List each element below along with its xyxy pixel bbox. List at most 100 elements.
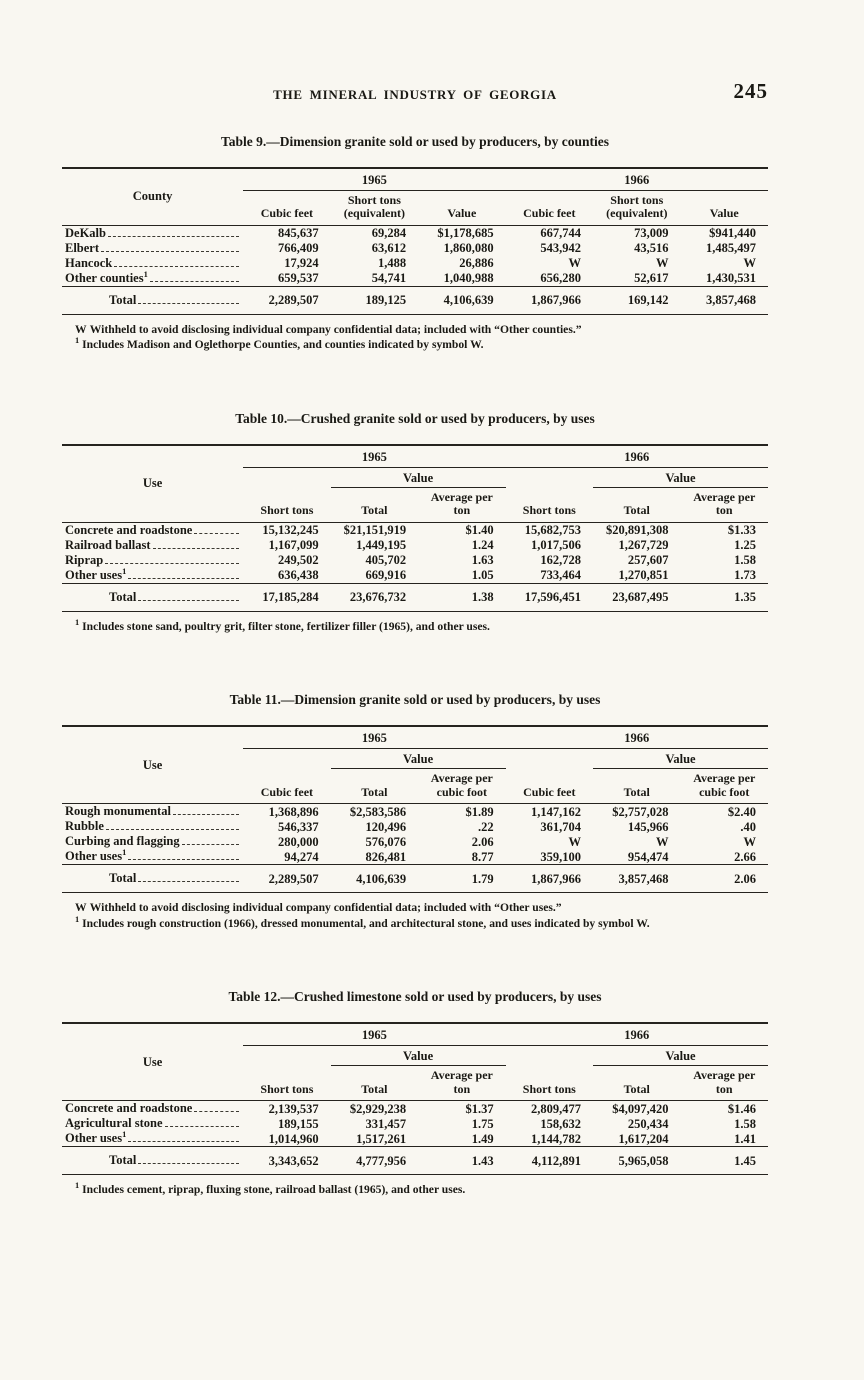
column-header: Short tons (equivalent) bbox=[593, 190, 681, 226]
cell-value: 1,449,195 bbox=[356, 538, 407, 553]
total-value: 189,125 bbox=[330, 285, 419, 315]
table-title: Table 12.—Crushed limestone sold or used… bbox=[228, 989, 602, 1005]
row-label: Other counties1 bbox=[65, 268, 148, 285]
cell-value: 954,474 bbox=[627, 849, 669, 864]
cell-value: $1.89 bbox=[465, 804, 494, 819]
cell-value: 73,009 bbox=[634, 226, 669, 241]
table-row: Elbert 766,409 63,612 1,860,080 543,942 43,51… bbox=[62, 241, 768, 256]
total-value: 3,857,468 bbox=[680, 285, 768, 315]
data-table: Use 1965 1966 Value Value Short tons Total Aver… bbox=[62, 443, 768, 612]
total-value: 1.45 bbox=[680, 1146, 768, 1176]
header-spacer bbox=[506, 749, 593, 769]
cell-value: 2,809,477 bbox=[531, 1101, 582, 1116]
column-header: Total bbox=[330, 487, 419, 523]
footnote: W Withheld to avoid disclosing individua… bbox=[75, 901, 562, 915]
table-row: Other uses1 94,274 826,481 8.77 359,100 954,4… bbox=[62, 848, 768, 865]
cell-value: 543,942 bbox=[540, 241, 582, 256]
data-table: Use 1965 1966 Value Value Short tons Total Aver… bbox=[62, 1022, 768, 1176]
total-value: 2,289,507 bbox=[243, 864, 331, 894]
cell-value: 656,280 bbox=[540, 271, 582, 286]
total-label-cell: Total bbox=[62, 582, 244, 612]
total-value: 1.79 bbox=[418, 864, 506, 894]
cell-value: 162,728 bbox=[540, 553, 582, 568]
row-label-cell: Curbing and flagging bbox=[62, 834, 243, 849]
table-title: Table 9.—Dimension granite sold or used … bbox=[221, 134, 609, 149]
cell-value: 1,485,497 bbox=[706, 241, 756, 256]
tables-container: Table 9.—Dimension granite sold or used … bbox=[62, 134, 768, 1198]
table-body: DeKalb 845,637 69,284 $1,178,685 667,744 73,0… bbox=[62, 225, 768, 315]
cell-value: $4,097,420 bbox=[612, 1101, 669, 1116]
table-row: Other counties1 659,537 54,741 1,040,988 656… bbox=[62, 268, 768, 287]
column-header: Average per cubic foot bbox=[418, 768, 506, 805]
header-value-row: Value Value bbox=[62, 748, 768, 770]
cell-value: 845,637 bbox=[278, 226, 319, 241]
row-label: Other uses1 bbox=[65, 1129, 127, 1146]
dotted-leader bbox=[138, 1163, 240, 1165]
dotted-leader bbox=[138, 599, 240, 601]
total-value: 1,867,966 bbox=[505, 285, 594, 315]
total-value: 23,676,732 bbox=[330, 582, 419, 612]
cell-value: $1.33 bbox=[727, 523, 756, 538]
cell-value: 1,267,729 bbox=[618, 538, 669, 553]
column-header: Total bbox=[593, 1065, 681, 1102]
row-label-cell: Concrete and roadstone bbox=[62, 1101, 243, 1117]
header-spacer bbox=[506, 1046, 593, 1066]
cell-value: 249,502 bbox=[278, 553, 319, 568]
row-label: Rubble bbox=[65, 819, 104, 834]
table-row: Rough monumental 1,368,896 $2,583,586 $1.89… bbox=[62, 804, 768, 820]
footnotes: 1 Includes stone sand, poultry grit, fil… bbox=[62, 618, 768, 635]
cell-value: $1.40 bbox=[465, 523, 494, 538]
cell-value: 1,167,099 bbox=[268, 538, 319, 553]
column-header: Cubic feet bbox=[243, 190, 331, 226]
header-spacer bbox=[243, 467, 330, 487]
total-label-cell: Total bbox=[62, 864, 244, 894]
total-value: 4,112,891 bbox=[505, 1146, 594, 1176]
row-label-cell: Other uses1 bbox=[62, 848, 243, 865]
value-group-header: Value bbox=[330, 1045, 506, 1067]
row-label-cell: Elbert bbox=[62, 241, 243, 256]
header-spacer bbox=[506, 467, 593, 487]
cell-value: 52,617 bbox=[634, 271, 669, 286]
cell-value: $2,757,028 bbox=[612, 804, 669, 819]
cell-value: $2.40 bbox=[727, 804, 756, 819]
column-header: Short tons bbox=[243, 1065, 331, 1102]
cell-value: $941,440 bbox=[709, 226, 756, 241]
table-title: Table 11.—Dimension granite sold or used… bbox=[229, 692, 601, 708]
column-header: Average per cubic foot bbox=[680, 768, 768, 805]
total-row: Total 17,185,284 23,676,732 1.38 17,596,451 2… bbox=[62, 582, 768, 612]
header-spacer bbox=[243, 749, 330, 769]
row-label-cell: Other uses1 bbox=[62, 565, 243, 584]
total-value: 4,777,956 bbox=[330, 1146, 419, 1176]
header-year-row: Use 1965 1966 bbox=[62, 726, 768, 805]
footnote: W Withheld to avoid disclosing individua… bbox=[75, 322, 582, 336]
table-head: Use 1965 1966 Value Value Cubic feet Total Aver… bbox=[62, 726, 768, 805]
table-section: Table 9.—Dimension granite sold or used … bbox=[62, 134, 768, 353]
value-group-header: Value bbox=[593, 1045, 768, 1067]
dotted-leader bbox=[164, 1126, 240, 1128]
cell-value: 54,741 bbox=[371, 271, 407, 286]
data-table: Use 1965 1966 Value Value Cubic feet Total Aver… bbox=[62, 725, 768, 894]
cell-value: 120,496 bbox=[365, 819, 407, 834]
header-value-row: Value Value bbox=[62, 1045, 768, 1067]
cell-value: 1.24 bbox=[471, 538, 494, 553]
value-group-header: Value bbox=[593, 748, 768, 770]
cell-value: 1,617,204 bbox=[618, 1131, 669, 1146]
row-label: DeKalb bbox=[65, 225, 106, 240]
cell-value: 1,014,960 bbox=[268, 1131, 319, 1146]
row-label: Other uses1 bbox=[65, 565, 127, 582]
row-label: Concrete and roadstone bbox=[65, 1101, 193, 1116]
cell-value: 17,924 bbox=[284, 256, 319, 271]
footnotes: W Withheld to avoid disclosing individua… bbox=[62, 900, 768, 931]
column-header: Cubic feet bbox=[243, 768, 331, 805]
cell-value: 826,481 bbox=[365, 849, 407, 864]
stub-header: County bbox=[62, 168, 244, 226]
cell-value: 766,409 bbox=[278, 241, 319, 256]
total-label: Total bbox=[109, 1153, 137, 1168]
cell-value: 189,155 bbox=[278, 1116, 319, 1131]
column-header: Total bbox=[330, 1065, 419, 1102]
cell-value: 576,076 bbox=[365, 834, 407, 849]
dotted-leader bbox=[194, 532, 240, 534]
table-head: Use 1965 1966 Value Value Short tons Total Aver… bbox=[62, 1023, 768, 1102]
cell-value: 636,438 bbox=[278, 568, 319, 583]
cell-value: 1,368,896 bbox=[268, 804, 319, 819]
